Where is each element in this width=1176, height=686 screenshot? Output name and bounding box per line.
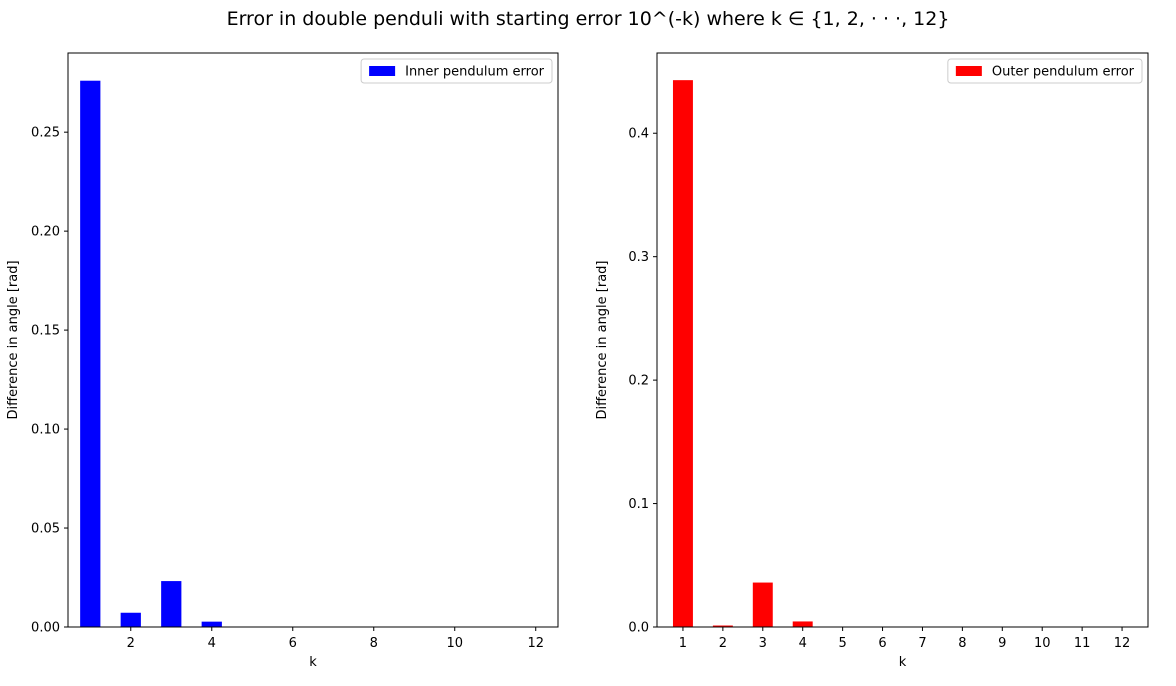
legend: Inner pendulum error [360,58,553,84]
x-tick-label: 12 [527,636,544,651]
x-tick-label: 11 [1074,636,1091,651]
chart-1: 2 4 6 8 10 12 0.00 0.05 0.10 0.15 0.20 0.25 k Differe… [6,52,559,670]
y-tick-label: 0.1 [628,497,649,512]
legend: Outer pendulum error [947,58,1143,84]
x-tick-label: 10 [1034,636,1051,651]
y-axis-label: Difference in angle [rad] [6,260,21,419]
y-tick-label: 0.4 [628,127,649,142]
x-tick-label: 6 [878,636,886,651]
bar-k-4 [201,621,222,627]
x-axis-label: k [899,655,907,670]
y-tick-label: 0.20 [31,225,60,240]
y-tick-label: 0.0 [628,621,649,636]
y-tick-label: 0.2 [628,374,649,389]
axes-frame [67,52,559,628]
legend-swatch [955,66,982,76]
bar-k-3 [752,582,773,627]
legend-label: Outer pendulum error [992,65,1135,80]
axes-frame [656,52,1149,628]
x-tick-label: 8 [958,636,966,651]
y-axis-label: Difference in angle [rad] [595,260,610,419]
bar-k-4 [792,621,813,627]
y-tick-label: 0.00 [31,621,60,636]
chart-2: 1 2 3 4 5 6 7 8 9 10 11 120.00.10.20.30.4kDifferenc… [595,52,1149,670]
y-tick-label: 0.3 [628,250,649,265]
bar-k-1 [672,80,693,628]
x-tick-label: 8 [370,636,378,651]
x-tick-label: 4 [799,636,807,651]
y-tick-label: 0.10 [31,423,60,438]
x-tick-label: 9 [998,636,1006,651]
x-tick-label: 7 [918,636,926,651]
bar-k-2 [120,612,141,627]
x-tick-label: 12 [1114,636,1131,651]
y-tick-label: 0.25 [31,126,60,141]
figure-title: Error in double penduli with starting er… [226,8,950,30]
x-tick-label: 6 [289,636,297,651]
legend-swatch [369,66,396,76]
x-tick-label: 5 [838,636,846,651]
x-tick-label: 10 [446,636,463,651]
x-tick-label: 2 [719,636,727,651]
legend-label: Inner pendulum error [405,65,545,80]
bar-k-2 [712,625,733,627]
legend-frame [947,58,1143,84]
bar-k-3 [161,581,182,627]
legend-frame [360,58,553,84]
y-tick-label: 0.05 [31,522,60,537]
x-tick-label: 4 [208,636,216,651]
x-axis-label: k [309,655,317,670]
x-tick-label: 3 [759,636,767,651]
x-tick-label: 2 [127,636,135,651]
y-tick-label: 0.15 [31,324,60,339]
bar-k-1 [80,80,101,628]
x-tick-label: 1 [679,636,687,651]
